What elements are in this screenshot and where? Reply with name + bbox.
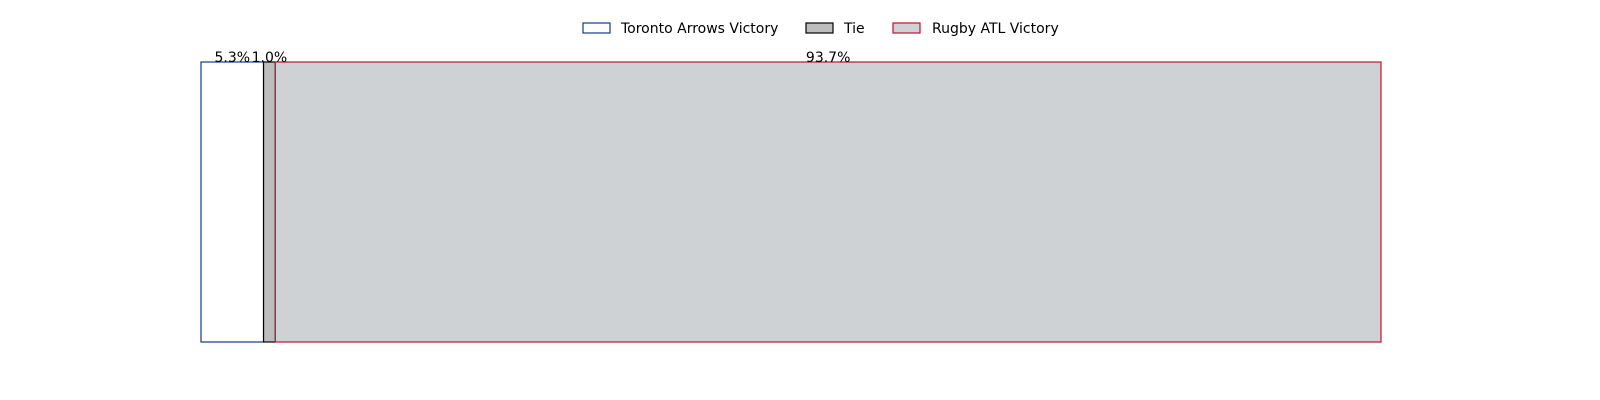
legend-item-tie: Tie [805,21,865,37]
legend-label-toronto: Toronto Arrows Victory [620,21,778,37]
legend-swatch-toronto [582,22,611,34]
legend-item-toronto: Toronto Arrows Victory [582,21,778,37]
legend-label-tie: Tie [843,21,865,37]
data-label-toronto: 5.3% [214,50,250,66]
legend-label-rugby-atl: Rugby ATL Victory [932,21,1059,37]
data-labels: 5.3% 1.0% 93.7% [214,50,850,66]
bar-rugby-atl-victory [274,61,1382,343]
bars [200,61,1382,343]
bar-tie [262,61,276,343]
bar-toronto-arrows-victory [200,61,265,343]
data-label-rugby-atl: 93.7% [806,50,850,66]
data-label-tie: 1.0% [252,50,288,66]
legend: Toronto Arrows Victory Tie Rugby ATL Vic… [582,21,1059,37]
legend-swatch-tie [805,22,834,34]
legend-item-rugby-atl: Rugby ATL Victory [892,21,1059,37]
legend-swatch-rugby-atl [892,22,921,34]
